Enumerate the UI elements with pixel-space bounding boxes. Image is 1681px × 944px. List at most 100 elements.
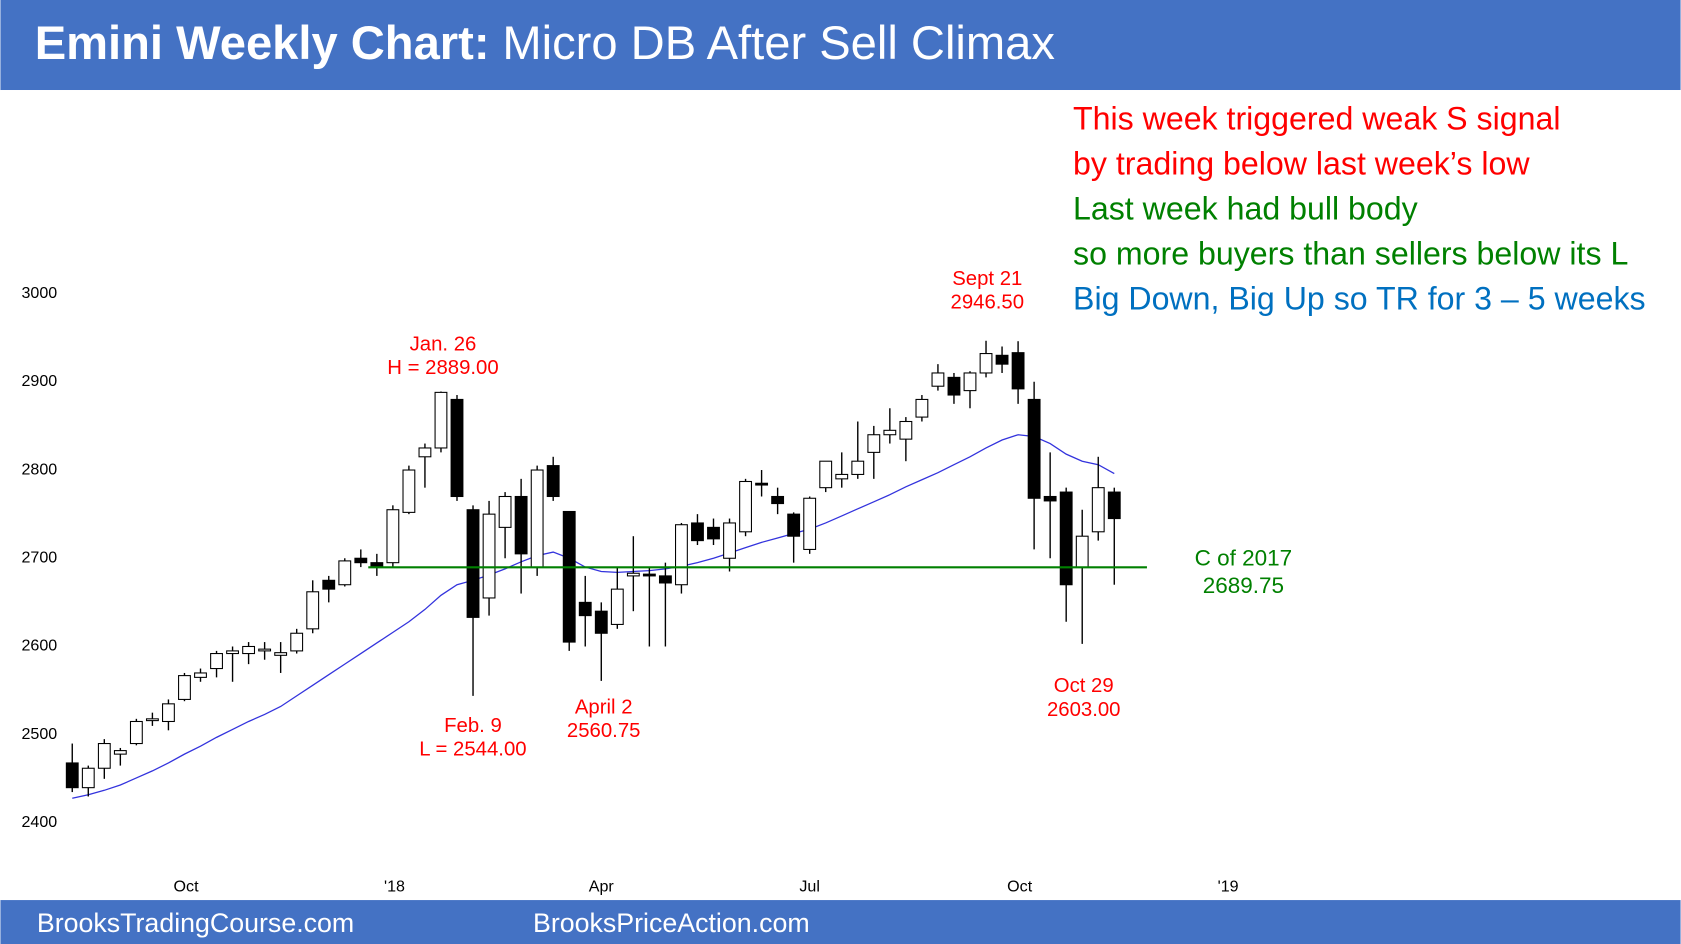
- chart-title: Emini Weekly Chart: Micro DB After Sell C…: [35, 17, 1056, 70]
- candle-body: [129, 720, 143, 745]
- footer-text: BrooksPriceAction.com: [533, 908, 810, 938]
- candle-body: [675, 524, 688, 586]
- note: Last week had bull body: [1073, 191, 1418, 227]
- candle-body: [242, 645, 256, 655]
- candle-body: [931, 372, 945, 387]
- y-tick-label: 2800: [21, 460, 57, 478]
- annotation: H = 2889.00: [387, 357, 498, 379]
- annotation: Oct 29: [1054, 675, 1114, 697]
- candle-body: [707, 526, 720, 540]
- candle-body: [81, 767, 95, 789]
- annotation: April 2: [575, 697, 633, 719]
- candle-body: [915, 398, 929, 418]
- title-rest: Micro DB After Sell Climax: [502, 17, 1055, 70]
- candle-body: [771, 495, 785, 505]
- moving-average: [72, 434, 1115, 799]
- candle-body: [691, 522, 704, 542]
- annotation: 2603.00: [1047, 699, 1121, 721]
- note: This week triggered weak S signal: [1073, 101, 1560, 137]
- candle-body: [787, 513, 801, 537]
- candle-body: [867, 434, 881, 453]
- y-tick-label: 3000: [21, 284, 57, 302]
- candle-body: [338, 560, 352, 586]
- candle-body: [546, 465, 560, 498]
- candle-body: [65, 762, 79, 789]
- candle-body: [290, 632, 304, 652]
- y-tick-label: 2600: [21, 637, 57, 655]
- candle-body: [642, 573, 656, 577]
- candle-body: [498, 495, 512, 528]
- footer-band: [0, 900, 1681, 944]
- candle-body: [145, 718, 159, 722]
- candle-body: [354, 557, 368, 564]
- candle-body: [803, 497, 817, 550]
- candle-body: [162, 703, 175, 723]
- title-bold: Emini Weekly Chart:: [35, 17, 490, 70]
- candle-body: [723, 522, 736, 559]
- candle-body: [274, 652, 288, 656]
- annotation: Feb. 9: [444, 715, 502, 737]
- candle-body: [578, 601, 592, 617]
- candle-body: [450, 398, 464, 498]
- annotation: L = 2544.00: [419, 738, 526, 760]
- candle-body: [1075, 535, 1089, 568]
- candle-body: [995, 354, 1009, 365]
- candle-body: [739, 480, 752, 533]
- candle-body: [402, 469, 416, 513]
- candle-body: [819, 460, 833, 489]
- annotation: Jan. 26: [410, 333, 477, 355]
- reference-label: 2689.75: [1203, 573, 1284, 598]
- candle-body: [1043, 495, 1057, 502]
- candle-body: [178, 675, 191, 700]
- annotation: 2946.50: [951, 292, 1025, 314]
- candle-body: [530, 469, 544, 568]
- note: so more buyers than sellers below its L: [1073, 236, 1628, 272]
- candle-body: [386, 509, 400, 564]
- candle-body: [835, 473, 849, 480]
- y-tick-label: 2400: [21, 813, 57, 831]
- annotation: 2560.75: [567, 720, 641, 742]
- note: Big Down, Big Up so TR for 3 – 5 weeks: [1073, 281, 1646, 317]
- candle-body: [883, 429, 897, 436]
- x-tick-label: Oct: [1007, 877, 1033, 895]
- candle-body: [658, 575, 672, 584]
- candle-body: [1059, 491, 1073, 586]
- note: by trading below last week’s low: [1073, 146, 1530, 182]
- candle-body: [258, 648, 272, 652]
- candle-body: [1027, 398, 1041, 499]
- y-tick-label: 2700: [21, 549, 57, 567]
- candle-body: [1091, 487, 1105, 533]
- x-tick-label: Jul: [799, 877, 820, 895]
- candle-body: [610, 588, 624, 625]
- y-tick-label: 2900: [21, 372, 57, 390]
- candle-body: [947, 376, 961, 396]
- candle-body: [434, 391, 448, 449]
- candle-body: [322, 579, 336, 590]
- header-band: [0, 0, 1681, 91]
- candle-body: [226, 650, 239, 655]
- candle-body: [194, 672, 207, 678]
- candle-body: [562, 510, 576, 643]
- candle-body: [851, 460, 865, 475]
- candle-body: [594, 610, 608, 634]
- candle-body: [97, 743, 111, 769]
- y-tick-label: 2500: [21, 725, 57, 743]
- x-tick-label: Oct: [174, 877, 200, 895]
- candle-body: [418, 447, 432, 458]
- candle-body: [626, 572, 640, 577]
- candle-body: [755, 482, 769, 486]
- candle-body: [1011, 352, 1025, 390]
- candle-body: [210, 653, 223, 670]
- annotation: Sept 21: [952, 268, 1022, 290]
- x-tick-label: Apr: [589, 877, 615, 895]
- reference-label: C of 2017: [1195, 545, 1293, 570]
- footer-text: BrooksTradingCourse.com: [37, 908, 354, 938]
- x-tick-label: '18: [384, 877, 405, 895]
- x-tick-label: '19: [1218, 877, 1239, 895]
- candle-body: [306, 591, 320, 630]
- candle-body: [466, 509, 480, 618]
- candle-body: [1107, 491, 1121, 520]
- candle-body: [899, 420, 913, 440]
